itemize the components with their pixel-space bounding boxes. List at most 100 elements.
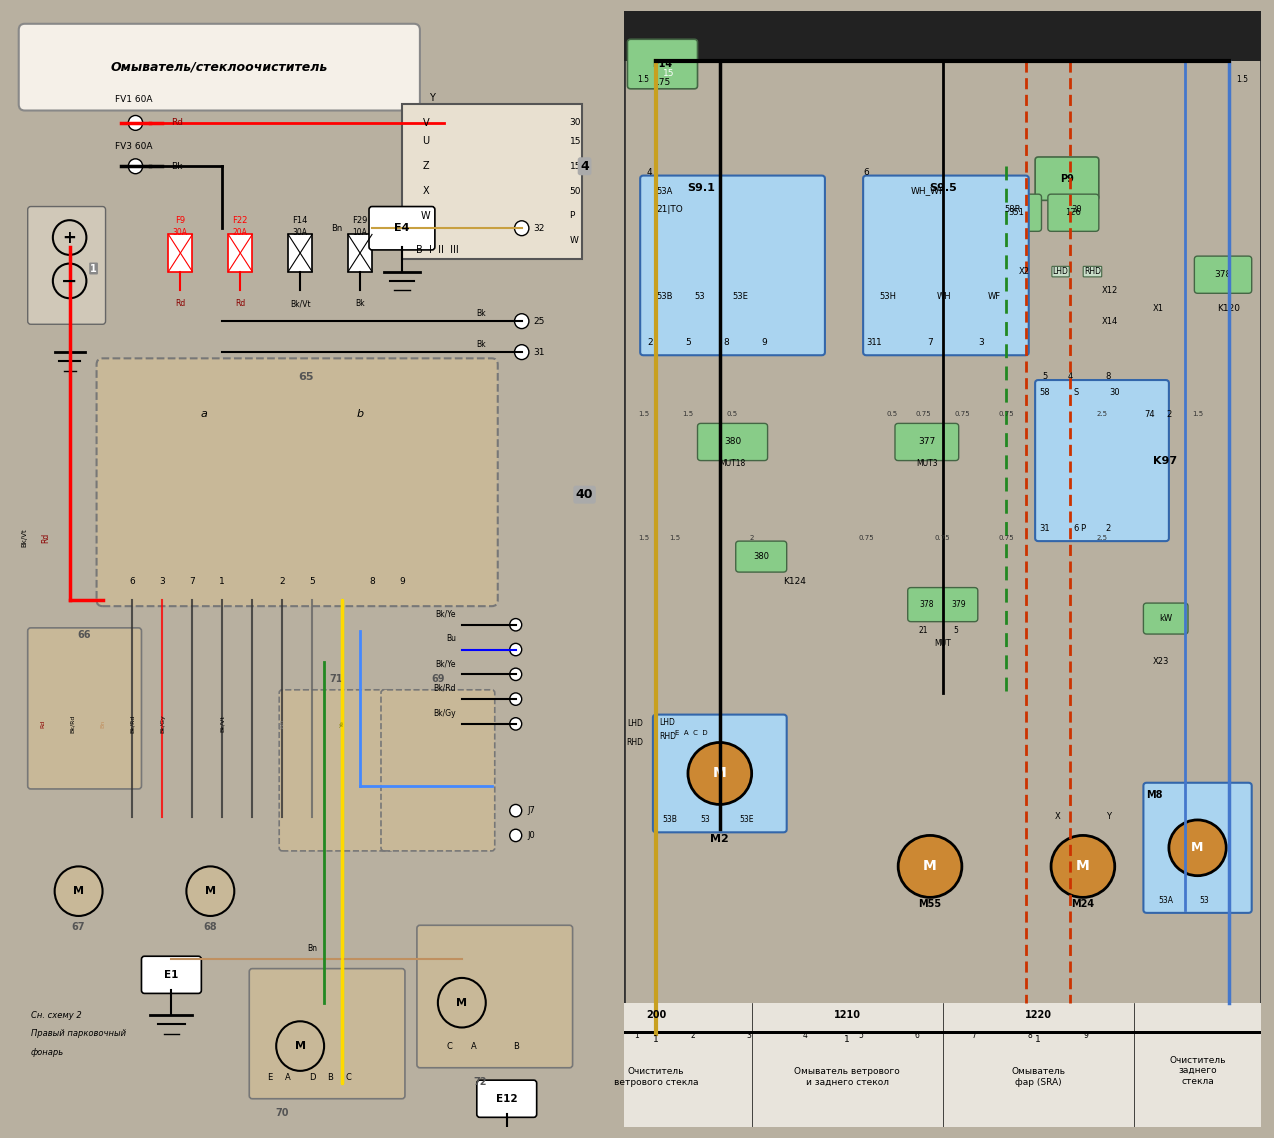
Text: C: C [345, 1072, 352, 1081]
FancyBboxPatch shape [736, 542, 786, 572]
Text: Bn: Bn [307, 945, 317, 954]
Text: 2: 2 [1106, 525, 1111, 534]
Bar [228, 234, 252, 272]
FancyBboxPatch shape [627, 40, 698, 89]
Text: 380: 380 [724, 437, 741, 446]
Text: X23: X23 [1153, 658, 1170, 667]
Text: V: V [423, 118, 429, 127]
Text: 6: 6 [864, 168, 869, 178]
FancyBboxPatch shape [864, 175, 1029, 355]
Text: WH: WH [936, 291, 950, 300]
Text: 21|TO: 21|TO [656, 205, 683, 214]
Text: 53E: 53E [733, 291, 748, 300]
Text: Сн. схему 2: Сн. схему 2 [31, 1011, 82, 1020]
Text: 40: 40 [576, 488, 594, 501]
Text: 1: 1 [219, 577, 225, 586]
Text: 31: 31 [1040, 525, 1050, 534]
Text: 25: 25 [534, 316, 545, 325]
Text: 200: 200 [646, 1011, 666, 1020]
Text: Омыватель ветрового
и заднего стекол: Омыватель ветрового и заднего стекол [794, 1067, 901, 1087]
Text: 72: 72 [473, 1077, 487, 1087]
Text: a: a [201, 409, 208, 419]
Text: 70: 70 [275, 1108, 289, 1118]
Text: 53H: 53H [879, 291, 896, 300]
Text: 31: 31 [534, 347, 545, 356]
Text: 1: 1 [654, 1036, 659, 1045]
Text: 1: 1 [1036, 1036, 1041, 1045]
Circle shape [898, 835, 962, 898]
Text: Bk: Bk [476, 310, 485, 319]
Text: 32: 32 [534, 224, 545, 233]
Text: фонарь: фонарь [31, 1048, 64, 1057]
Text: E  A  C  D: E A C D [675, 731, 708, 736]
Circle shape [510, 619, 522, 630]
Text: K120: K120 [1217, 304, 1240, 313]
Text: 175: 175 [654, 79, 671, 88]
Text: 1.5: 1.5 [1236, 75, 1249, 84]
Text: MUT: MUT [934, 638, 952, 648]
Text: 2.5: 2.5 [1097, 535, 1107, 541]
Text: 15: 15 [662, 68, 674, 77]
Text: 0.75: 0.75 [999, 535, 1014, 541]
Text: W: W [422, 211, 431, 221]
Text: J7: J7 [527, 806, 535, 815]
Circle shape [276, 1021, 324, 1071]
Text: 15: 15 [569, 137, 581, 146]
FancyBboxPatch shape [417, 925, 572, 1067]
Text: M: M [1077, 859, 1089, 873]
Text: M: M [73, 887, 84, 897]
Text: 8: 8 [1027, 1031, 1032, 1040]
Text: Bk: Bk [476, 340, 485, 349]
Text: 1.5: 1.5 [638, 411, 648, 418]
Text: A: A [285, 1072, 290, 1081]
FancyBboxPatch shape [698, 423, 767, 461]
Text: E12: E12 [496, 1094, 517, 1104]
FancyBboxPatch shape [1195, 256, 1251, 294]
Text: 1: 1 [634, 1031, 640, 1040]
Circle shape [55, 866, 103, 916]
Text: Bk/Ye: Bk/Ye [436, 659, 456, 668]
Text: Омыватель/стеклоочиститель: Омыватель/стеклоочиститель [111, 60, 327, 74]
Text: Bn: Bn [101, 719, 104, 728]
FancyBboxPatch shape [19, 24, 420, 110]
Text: Y: Y [429, 93, 434, 104]
Text: 1.5: 1.5 [670, 535, 680, 541]
Text: +: + [62, 229, 76, 247]
Text: M2: M2 [711, 833, 729, 843]
Text: 53: 53 [1199, 896, 1209, 905]
FancyBboxPatch shape [97, 358, 498, 607]
Text: P9: P9 [1060, 174, 1074, 183]
Text: 378: 378 [1214, 270, 1232, 279]
Text: WH_WF: WH_WF [911, 187, 945, 196]
Text: Bk/Vt: Bk/Vt [290, 299, 311, 308]
Text: S9.1: S9.1 [687, 183, 715, 193]
Circle shape [515, 345, 529, 360]
Text: 53: 53 [694, 291, 705, 300]
Text: 3: 3 [978, 338, 984, 347]
Text: J0: J0 [527, 831, 535, 840]
Text: 126: 126 [1065, 208, 1082, 217]
Text: MUT3: MUT3 [916, 459, 938, 468]
Text: X14: X14 [1102, 316, 1119, 325]
Circle shape [1051, 835, 1115, 898]
Text: 351: 351 [1008, 208, 1024, 217]
Text: 6: 6 [1074, 525, 1079, 534]
Text: RHD: RHD [660, 732, 676, 741]
Text: 1.5: 1.5 [683, 411, 693, 418]
Text: M: M [456, 998, 468, 1008]
Text: E4: E4 [394, 223, 410, 233]
FancyBboxPatch shape [991, 195, 1042, 231]
Text: M: M [1191, 841, 1204, 855]
Circle shape [510, 668, 522, 681]
Text: M55: M55 [919, 899, 941, 908]
Text: A: A [471, 1041, 476, 1050]
Text: Bk/Gy: Bk/Gy [433, 709, 456, 718]
Text: F29: F29 [353, 216, 368, 225]
FancyBboxPatch shape [640, 175, 826, 355]
Circle shape [510, 693, 522, 706]
Text: 1210: 1210 [833, 1011, 861, 1020]
Text: FV3 60A: FV3 60A [115, 142, 152, 151]
Text: W: W [569, 236, 578, 245]
Text: 8: 8 [1106, 372, 1111, 381]
Text: 68: 68 [204, 922, 217, 932]
